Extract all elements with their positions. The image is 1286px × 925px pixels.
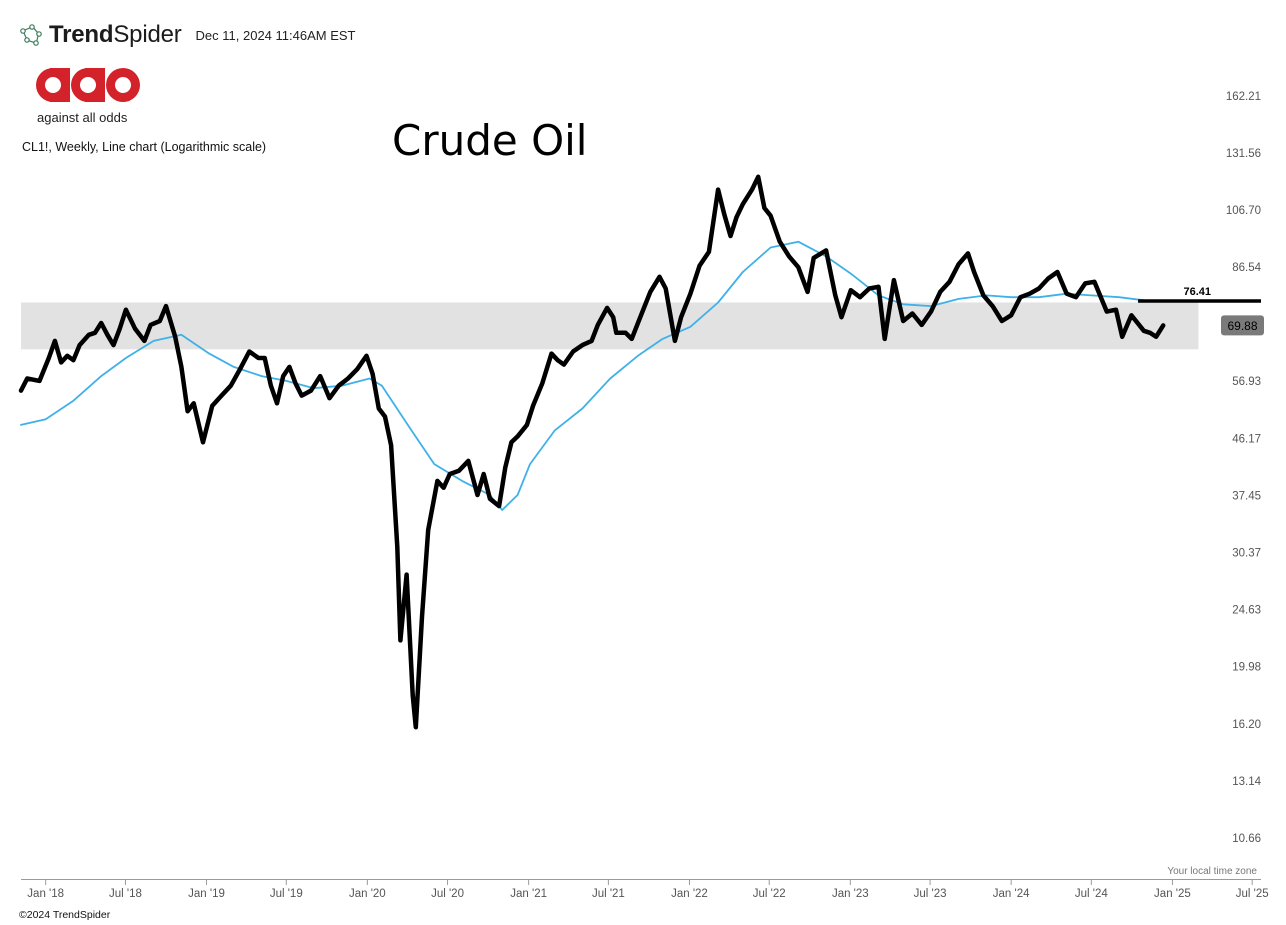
aao-logo-mark <box>36 68 140 102</box>
brand-bold: Trend <box>49 21 114 48</box>
x-tick-label: Jul '25 <box>1236 888 1269 900</box>
y-tick-label: 16.20 <box>1232 719 1261 731</box>
brand-wordmark: Trend Spider <box>49 21 182 49</box>
y-tick-label: 46.17 <box>1232 433 1261 445</box>
y-tick-label: 10.66 <box>1232 833 1261 845</box>
x-tick-label: Jul '18 <box>109 888 142 900</box>
y-tick-label: 86.54 <box>1232 262 1261 274</box>
last-price-label: 69.88 <box>1227 319 1257 333</box>
y-tick-label: 30.37 <box>1232 547 1261 559</box>
x-tick-label: Jul '20 <box>431 888 464 900</box>
x-tick-label: Jan '25 <box>1154 888 1191 900</box>
brand-light: Spider <box>113 21 182 48</box>
last-price-badge <box>1221 315 1264 336</box>
header: Trend Spider Dec 11, 2024 11:46AM EST <box>18 20 356 50</box>
timezone-note: Your local time zone <box>1167 866 1257 877</box>
x-tick-label: Jan '19 <box>188 888 225 900</box>
x-tick-label: Jan '22 <box>671 888 708 900</box>
x-tick-label: Jan '24 <box>993 888 1030 900</box>
y-tick-label: 162.21 <box>1226 91 1261 103</box>
timestamp: Dec 11, 2024 11:46AM EST <box>195 27 356 43</box>
x-tick-label: Jan '20 <box>349 888 386 900</box>
x-tick-label: Jul '22 <box>753 888 786 900</box>
price-line <box>18 174 1166 730</box>
copyright: ©2024 TrendSpider <box>19 909 111 921</box>
x-tick-label: Jul '23 <box>914 888 947 900</box>
y-tick-label: 106.70 <box>1226 205 1261 217</box>
x-tick-label: Jan '21 <box>510 888 547 900</box>
x-tick-label: Jan '23 <box>832 888 869 900</box>
x-tick-label: Jan '18 <box>27 888 64 900</box>
x-tick-label: Jul '21 <box>592 888 625 900</box>
moving-average-line <box>20 240 1148 511</box>
y-tick-label: 13.14 <box>1232 776 1261 788</box>
y-tick-label: 131.56 <box>1226 148 1261 160</box>
x-tick-label: Jul '24 <box>1075 888 1108 900</box>
resistance-label: 76.41 <box>1183 286 1211 298</box>
y-tick-label: 24.63 <box>1232 605 1261 617</box>
network-dots-icon <box>18 22 44 48</box>
aao-logo: against all odds <box>36 67 140 125</box>
y-tick-label: 56.93 <box>1232 376 1261 388</box>
x-tick-label: Jul '19 <box>270 888 303 900</box>
logo-caption: against all odds <box>37 110 128 125</box>
chart-title: Crude Oil <box>392 116 588 165</box>
chart-subtitle: CL1!, Weekly, Line chart (Logarithmic sc… <box>22 140 267 154</box>
y-tick-label: 37.45 <box>1232 490 1261 502</box>
y-tick-label: 19.98 <box>1232 662 1261 674</box>
